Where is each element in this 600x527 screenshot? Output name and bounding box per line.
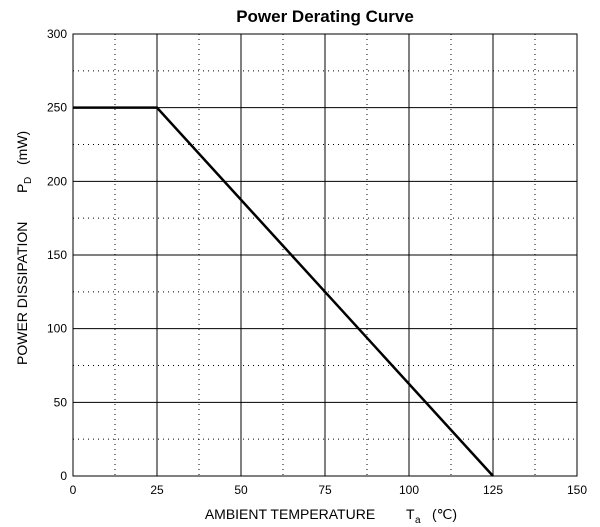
y-axis-label-subscript: D xyxy=(23,177,34,184)
x-tick-label: 25 xyxy=(150,483,164,497)
chart-title: Power Derating Curve xyxy=(236,7,414,26)
x-tick-label: 50 xyxy=(234,483,248,497)
y-axis-label-symbol: P xyxy=(14,184,30,193)
x-tick-label: 75 xyxy=(318,483,332,497)
y-tick-label: 100 xyxy=(47,322,67,336)
x-tick-label: 125 xyxy=(483,483,503,497)
y-tick-label: 250 xyxy=(47,101,67,115)
y-axis-label-unit: (mW) xyxy=(14,131,30,165)
y-tick-label: 50 xyxy=(54,395,68,409)
x-axis-label-symbol: T xyxy=(406,506,415,522)
y-tick-label: 150 xyxy=(47,248,67,262)
x-axis-label-unit: (℃) xyxy=(432,506,457,522)
x-axis-title: AMBIENT TEMPERATURE T a (℃) xyxy=(205,506,457,526)
plot-area-frame xyxy=(72,33,578,477)
y-tick-label: 200 xyxy=(47,174,67,188)
y-axis-title: POWER DISSIPATION P D (mW) xyxy=(14,131,34,365)
x-tick-labels: 0 25 50 75 100 125 150 xyxy=(70,483,588,497)
y-tick-label: 0 xyxy=(60,469,67,483)
derating-curve-line xyxy=(73,106,494,477)
x-tick-label: 0 xyxy=(70,483,77,497)
x-axis-label-subscript: a xyxy=(415,515,421,526)
y-tick-labels: 0 50 100 150 200 250 300 xyxy=(47,27,67,483)
series-layer xyxy=(73,106,494,477)
y-tick-label: 300 xyxy=(47,27,67,41)
x-axis-label-main: AMBIENT TEMPERATURE xyxy=(205,506,375,522)
x-tick-label: 150 xyxy=(567,483,587,497)
y-axis-label-main: POWER DISSIPATION xyxy=(14,222,30,365)
major-gridlines xyxy=(73,34,577,476)
x-tick-label: 100 xyxy=(399,483,419,497)
